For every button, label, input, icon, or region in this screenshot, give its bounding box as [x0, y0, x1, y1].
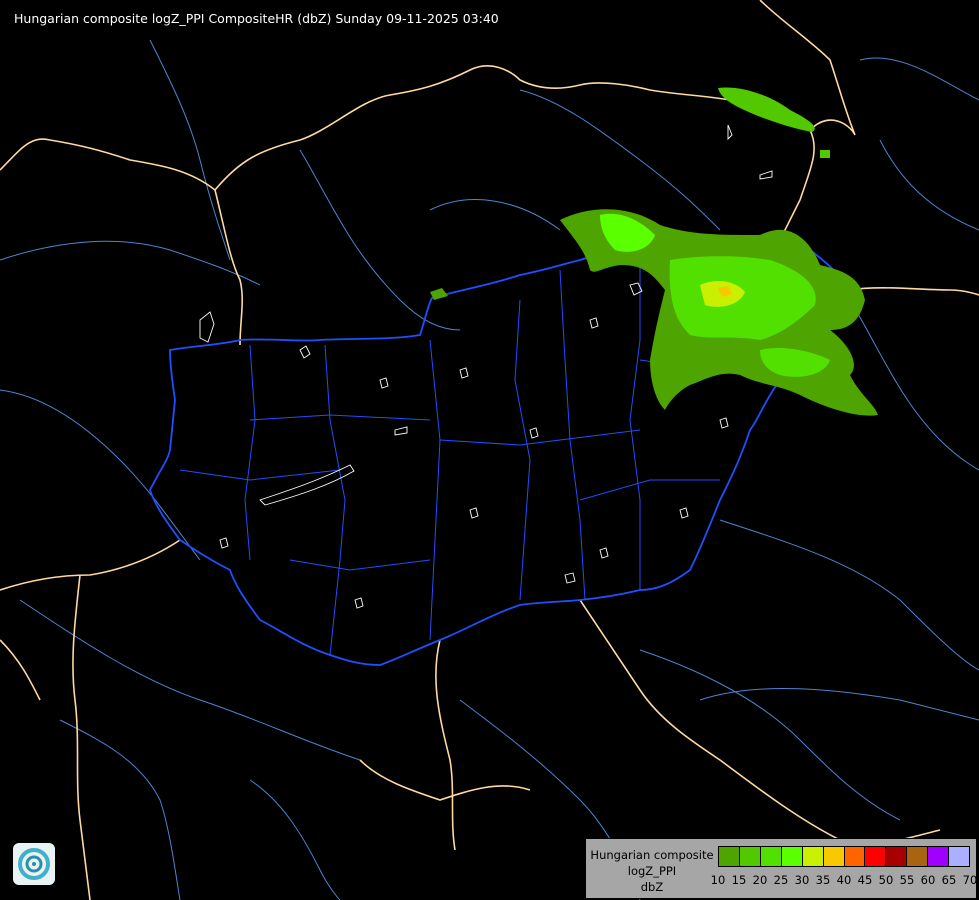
- tick-label: 35: [815, 873, 831, 887]
- tick-label: 70: [962, 873, 978, 887]
- tick-label: 40: [836, 873, 852, 887]
- color-bar-ticks: 10 15 20 25 30 35 40 45 50 55 60 65 70: [711, 873, 978, 889]
- legend-line-2: logZ_PPI: [627, 864, 677, 878]
- tick-label: 50: [878, 873, 894, 887]
- color-bar-swatch: [719, 847, 740, 866]
- map-title: Hungarian composite logZ_PPI CompositeHR…: [14, 11, 499, 26]
- legend-label: Hungarian composite logZ_PPI dbZ: [586, 847, 718, 895]
- color-bar-swatch: [949, 847, 970, 866]
- tick-label: 25: [773, 873, 789, 887]
- tick-label: 45: [857, 873, 873, 887]
- color-bar-swatch: [844, 847, 866, 866]
- settlement-outlines: [199, 124, 773, 609]
- hungary-border: [149, 238, 851, 666]
- tick-label: 30: [794, 873, 810, 887]
- legend-line-3: dbZ: [640, 880, 664, 894]
- tick-label: 55: [899, 873, 915, 887]
- rivers: [0, 39, 979, 900]
- tick-label: 15: [731, 873, 747, 887]
- tick-label: 65: [941, 873, 957, 887]
- color-bar-swatch: [802, 847, 824, 866]
- color-bar-swatch: [760, 847, 782, 866]
- color-bar: [718, 846, 970, 867]
- color-bar-swatch: [928, 847, 950, 866]
- color-legend: Hungarian composite logZ_PPI dbZ 10 15 20 2…: [585, 838, 977, 899]
- color-bar-swatch: [823, 847, 845, 866]
- color-bar-swatch: [739, 847, 761, 866]
- color-bar-swatch: [886, 847, 908, 866]
- color-bar-swatch: [865, 847, 887, 866]
- color-bar-swatch: [781, 847, 803, 866]
- swirl-logo-icon: [18, 848, 50, 880]
- tick-label: 20: [752, 873, 768, 887]
- logo: [13, 843, 55, 885]
- color-bar-swatch: [907, 847, 929, 866]
- precipitation-echoes: [430, 87, 878, 416]
- legend-line-1: Hungarian composite: [590, 848, 714, 862]
- tick-label: 10: [710, 873, 726, 887]
- tick-label: 60: [920, 873, 936, 887]
